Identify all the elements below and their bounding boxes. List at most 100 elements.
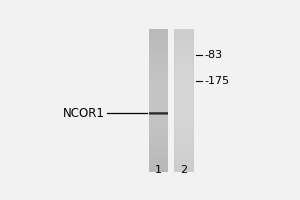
Bar: [148, 57, 168, 60]
Bar: [148, 126, 168, 129]
Bar: [148, 95, 168, 98]
Bar: [174, 76, 194, 79]
Bar: [148, 110, 168, 112]
Bar: [174, 62, 194, 64]
Bar: [174, 100, 194, 103]
Bar: [148, 105, 168, 107]
Bar: [148, 86, 168, 88]
Bar: [174, 126, 194, 129]
Bar: [148, 29, 168, 31]
Bar: [148, 136, 168, 138]
Bar: [174, 36, 194, 38]
Bar: [148, 150, 168, 153]
Bar: [148, 129, 168, 131]
Bar: [148, 143, 168, 146]
Bar: [148, 69, 168, 72]
Bar: [174, 57, 194, 60]
Bar: [174, 81, 194, 84]
Bar: [174, 98, 194, 100]
Text: -83: -83: [205, 50, 223, 60]
Bar: [148, 48, 168, 50]
Bar: [148, 146, 168, 148]
Bar: [148, 79, 168, 81]
Bar: [174, 84, 194, 86]
Bar: [148, 138, 168, 141]
Bar: [148, 131, 168, 134]
Bar: [148, 103, 168, 105]
Bar: [174, 79, 194, 81]
Bar: [174, 119, 194, 122]
Bar: [148, 98, 168, 100]
Bar: [174, 129, 194, 131]
Bar: [148, 100, 168, 103]
Bar: [174, 155, 194, 158]
Bar: [174, 131, 194, 134]
Bar: [174, 74, 194, 76]
Bar: [174, 141, 194, 143]
Bar: [174, 86, 194, 88]
Bar: [148, 91, 168, 93]
Bar: [174, 43, 194, 45]
Bar: [148, 124, 168, 126]
Bar: [148, 153, 168, 155]
Bar: [174, 122, 194, 124]
Bar: [148, 155, 168, 158]
Bar: [148, 62, 168, 64]
Bar: [148, 38, 168, 41]
Bar: [148, 64, 168, 67]
Text: NCOR1: NCOR1: [63, 107, 105, 120]
Bar: [148, 36, 168, 38]
Text: 1: 1: [155, 165, 162, 175]
Bar: [174, 64, 194, 67]
Bar: [174, 69, 194, 72]
Bar: [174, 138, 194, 141]
Bar: [174, 38, 194, 41]
Bar: [148, 76, 168, 79]
Bar: [174, 143, 194, 146]
Bar: [148, 117, 168, 119]
Bar: [174, 165, 194, 167]
Bar: [148, 93, 168, 95]
Bar: [148, 31, 168, 33]
Bar: [148, 167, 168, 169]
Bar: [174, 146, 194, 148]
Bar: [174, 55, 194, 57]
Bar: [174, 110, 194, 112]
Bar: [148, 84, 168, 86]
Bar: [174, 29, 194, 31]
Bar: [174, 167, 194, 169]
Bar: [174, 95, 194, 98]
Bar: [148, 115, 168, 117]
Text: -175: -175: [205, 76, 230, 86]
Bar: [148, 55, 168, 57]
Bar: [148, 60, 168, 62]
Bar: [148, 67, 168, 69]
Bar: [174, 105, 194, 107]
Bar: [148, 88, 168, 91]
Bar: [148, 81, 168, 84]
Bar: [174, 162, 194, 165]
Bar: [148, 165, 168, 167]
Bar: [174, 67, 194, 69]
Bar: [148, 72, 168, 74]
Bar: [148, 33, 168, 36]
Bar: [148, 162, 168, 165]
Bar: [174, 136, 194, 138]
Bar: [174, 60, 194, 62]
Bar: [174, 31, 194, 33]
Bar: [174, 107, 194, 110]
Bar: [174, 134, 194, 136]
Bar: [148, 148, 168, 150]
Bar: [148, 122, 168, 124]
Bar: [174, 88, 194, 91]
Bar: [148, 107, 168, 110]
Bar: [174, 103, 194, 105]
Bar: [174, 52, 194, 55]
Bar: [148, 41, 168, 43]
Bar: [148, 141, 168, 143]
Bar: [148, 74, 168, 76]
Bar: [174, 45, 194, 48]
Bar: [174, 115, 194, 117]
Bar: [174, 93, 194, 95]
Bar: [174, 48, 194, 50]
